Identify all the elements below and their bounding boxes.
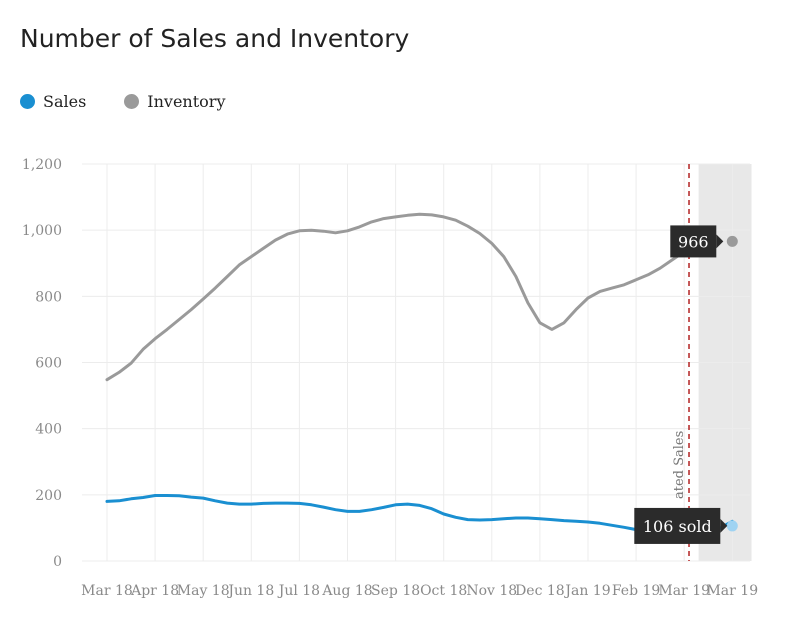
sales-tooltip-arrow — [720, 518, 728, 533]
x-tick-label: Dec 18 — [515, 583, 565, 599]
legend-label-inventory: Inventory — [147, 92, 226, 111]
x-tick-label: May 18 — [177, 583, 230, 599]
x-tick-label: Jan 19 — [563, 583, 610, 599]
x-tick-label: Jun 18 — [226, 583, 274, 599]
x-tick-label: Sep 18 — [371, 583, 420, 599]
estimated-sales-label: ated Sales — [672, 431, 687, 499]
y-tick-label: 1,200 — [22, 157, 62, 173]
sales-tooltip-text: 106 sold — [643, 517, 712, 536]
y-tick-label: 800 — [35, 289, 62, 305]
sales-tooltip-box — [634, 507, 721, 544]
legend-label-sales: Sales — [43, 92, 87, 111]
x-tick-label: Aug 18 — [321, 583, 372, 599]
series-line-inventory — [105, 212, 710, 382]
inventory-tooltip-text: 966 — [678, 232, 709, 251]
y-tick-label: 400 — [35, 422, 62, 438]
y-tick-label: 1,000 — [22, 223, 62, 239]
inventory-end-point[interactable] — [726, 235, 738, 247]
x-tick-label: Jul 18 — [277, 583, 320, 599]
inventory-circle-icon — [124, 94, 140, 109]
x-tick-label: Mar 18 — [81, 583, 133, 599]
inventory-tooltip-box — [670, 225, 717, 258]
inventory-tooltip-arrow — [716, 234, 724, 249]
y-tick-label: 200 — [35, 488, 62, 504]
legend-item-sales[interactable]: Sales — [20, 92, 86, 111]
x-tick-label: Feb 19 — [612, 583, 660, 599]
sales-end-point[interactable] — [726, 520, 738, 532]
x-tick-label: Oct 18 — [420, 583, 467, 599]
x-tick-label: Apr 18 — [130, 583, 179, 599]
y-tick-label: 0 — [53, 554, 62, 570]
y-tick-label: 600 — [35, 356, 62, 372]
series-line-sales — [105, 494, 734, 543]
legend: Sales Inventory — [20, 92, 225, 111]
x-tick-label: Mar 19 — [706, 583, 758, 599]
sales-circle-icon — [20, 94, 35, 109]
chart-title: Number of Sales and Inventory — [20, 24, 410, 53]
x-tick-label: Mar 19 — [658, 583, 710, 599]
x-tick-label: Nov 18 — [466, 583, 517, 599]
legend-item-inventory[interactable]: Inventory — [124, 92, 225, 111]
